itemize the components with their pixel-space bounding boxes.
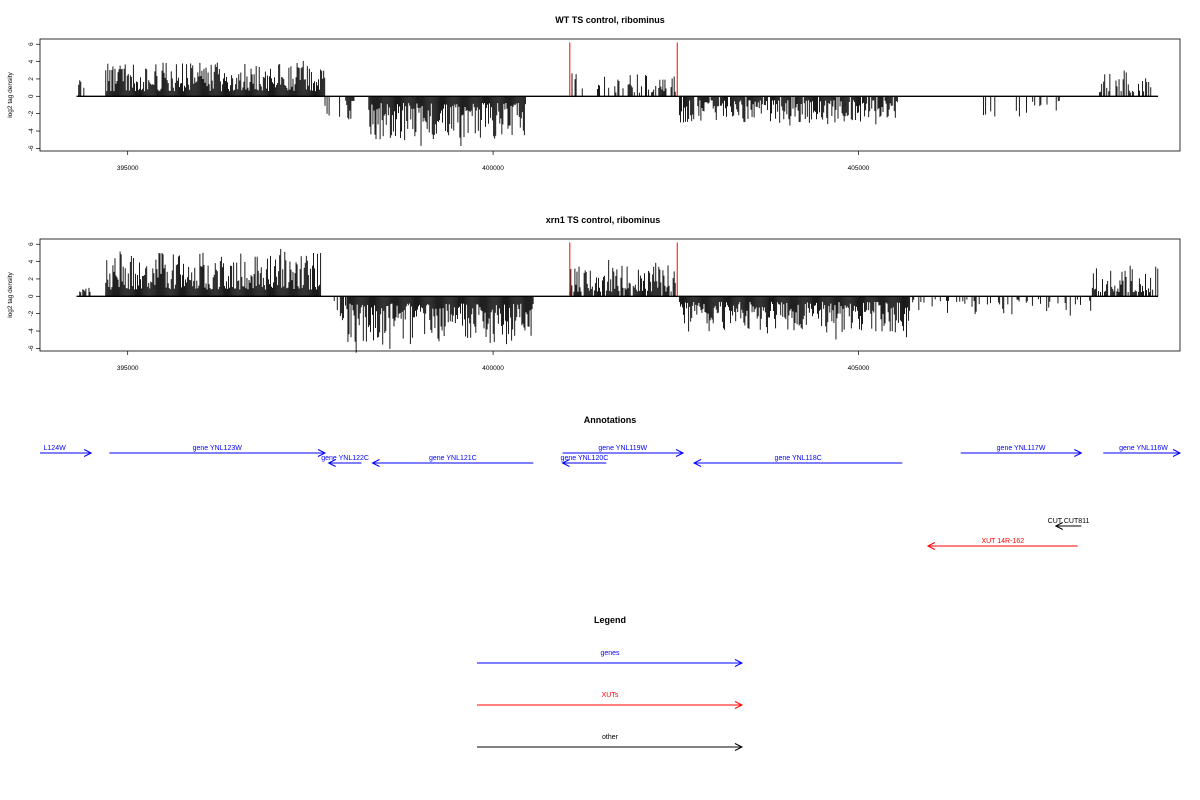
- annotation-arrow: gene YNL119W: [562, 445, 685, 457]
- density-bars: [76, 42, 1159, 147]
- annotations-title: Annotations: [584, 415, 637, 425]
- plot-frame: [39, 38, 1181, 152]
- annotation-arrow: gene YNL123W: [109, 445, 327, 457]
- density-bars: [76, 242, 1159, 353]
- annotation-arrow: gene YNL117W: [960, 445, 1083, 457]
- x-tick-label: 400000: [482, 365, 504, 372]
- annotation-label: XUT 14R-162: [981, 538, 1024, 545]
- wt-density-panel: WT TS control, ribominus log2 tag densit…: [7, 15, 1181, 172]
- y-axis: 6 4 2 0 -2 -4 -6: [28, 42, 40, 151]
- annotation-label: CUT CUT811: [1048, 518, 1090, 525]
- annotation-label: gene YNL120C: [561, 455, 609, 462]
- annotation-arrow: gene YNL120C: [561, 455, 609, 467]
- x-tick-label: 395000: [117, 165, 139, 172]
- y-tick-label: -4: [28, 328, 35, 334]
- annotation-label: gene YNL123W: [193, 445, 243, 452]
- annotation-label: gene YNL119W: [598, 445, 647, 452]
- xrn1-density-panel: xrn1 TS control, ribominus log2 tag dens…: [7, 215, 1181, 372]
- annotation-arrow: CUT CUT811: [1048, 518, 1090, 530]
- y-tick-label: -4: [28, 128, 35, 134]
- y-tick-label: 4: [28, 59, 35, 63]
- y-axis: 6 4 2 0 -2 -4 -6: [28, 242, 40, 351]
- annotation-arrow: gene YNL116W: [1103, 445, 1182, 457]
- y-tick-label: 4: [28, 259, 35, 263]
- y-tick-label: 2: [28, 77, 35, 81]
- annotation-arrow: XUT 14R-162: [926, 538, 1078, 550]
- legend-item: XUTs: [477, 692, 744, 709]
- legend: Legend genes XUTs other: [477, 615, 744, 751]
- y-axis-label: log2 tag density: [7, 71, 14, 117]
- y-tick-label: -6: [28, 145, 35, 151]
- x-axis: 395000 400000 405000: [117, 351, 870, 372]
- x-tick-label: 405000: [848, 365, 870, 372]
- annotation-arrow: gene YNL118C: [692, 455, 903, 467]
- annotation-label: gene YNL122C: [321, 455, 369, 462]
- annotations-track: Annotations L124W gene YNL123W gene YNL122…: [40, 415, 1182, 550]
- y-tick-label: -6: [28, 345, 35, 351]
- annotation-label: gene YNL117W: [997, 445, 1046, 452]
- plot-frame: [39, 238, 1181, 352]
- annotation-arrow: gene YNL122C: [321, 455, 369, 467]
- legend-items: genes XUTs other: [477, 650, 744, 751]
- legend-item: other: [477, 734, 744, 751]
- x-tick-label: 400000: [482, 165, 504, 172]
- annotation-features: L124W gene YNL123W gene YNL122C gene YNL121…: [40, 445, 1182, 550]
- y-tick-label: 0: [28, 94, 35, 98]
- y-tick-label: -2: [28, 110, 35, 116]
- y-tick-label: 2: [28, 277, 35, 281]
- legend-label: XUTs: [602, 692, 619, 699]
- annotation-label: gene YNL118C: [775, 455, 822, 462]
- y-axis-label: log2 tag density: [7, 271, 14, 317]
- legend-title: Legend: [594, 615, 626, 625]
- y-tick-label: 6: [28, 242, 35, 246]
- legend-label: genes: [600, 650, 620, 657]
- panel-title: xrn1 TS control, ribominus: [546, 215, 661, 225]
- annotation-label: L124W: [44, 445, 67, 452]
- annotation-arrow: L124W: [40, 445, 93, 457]
- y-tick-label: 6: [28, 42, 35, 46]
- y-tick-label: 0: [28, 294, 35, 298]
- annotation-label: gene YNL121C: [429, 455, 477, 462]
- legend-label: other: [602, 734, 619, 741]
- y-tick-label: -2: [28, 310, 35, 316]
- annotation-arrow: gene YNL121C: [371, 455, 534, 467]
- legend-item: genes: [477, 650, 744, 667]
- annotation-label: gene YNL116W: [1119, 445, 1168, 452]
- panel-title: WT TS control, ribominus: [555, 15, 665, 25]
- x-axis: 395000 400000 405000: [117, 151, 870, 172]
- x-tick-label: 395000: [117, 365, 139, 372]
- x-tick-label: 405000: [848, 165, 870, 172]
